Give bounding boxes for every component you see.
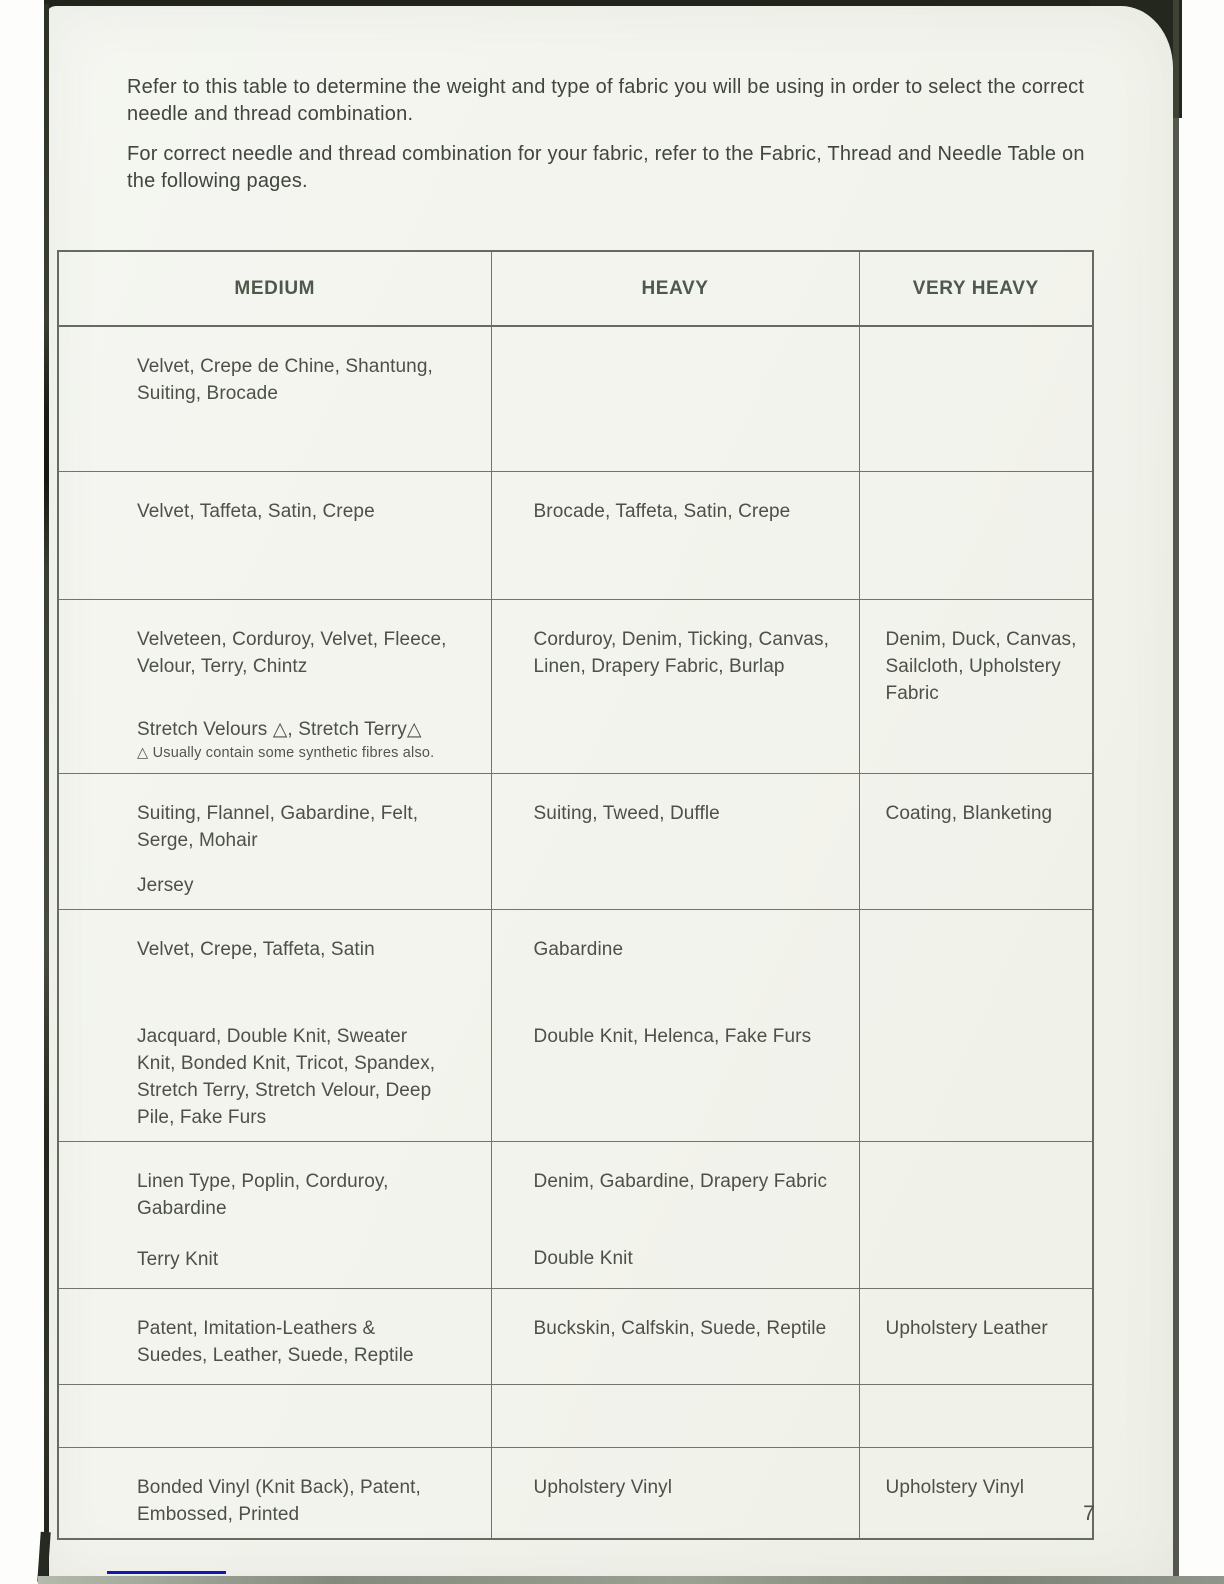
fabric-list: Jacquard, Double Knit, Sweater Knit, Bon… [137, 1025, 436, 1128]
fabric-list: Velvet, Taffeta, Satin, Crepe [137, 500, 375, 522]
page-paper: Refer to this table to determine the wei… [46, 6, 1173, 1578]
table-row: Patent, Imitation-Leathers & Suedes, Lea… [57, 1287, 1094, 1385]
fabric-list: Terry Knit [137, 1248, 219, 1270]
cell-very-heavy [858, 1383, 1094, 1448]
cell-very-heavy [858, 1140, 1094, 1289]
fabric-list: Linen Type, Poplin, Corduroy, Gabardine [137, 1170, 389, 1219]
table-row: Suiting, Flannel, Gabardine, Felt, Serge… [57, 772, 1094, 910]
fabric-list: Buckskin, Calfskin, Suede, Reptile [533, 1317, 827, 1339]
cell-heavy: Gabardine Double Knit, Helenca, Fake Fur… [490, 908, 860, 1142]
fabric-list: Double Knit, Helenca, Fake Furs [533, 1025, 812, 1047]
cell-medium: Patent, Imitation-Leathers & Suedes, Lea… [57, 1287, 492, 1385]
fabric-list: Upholstery Vinyl [885, 1476, 1025, 1498]
blue-underline-mark [107, 1571, 226, 1574]
cell-very-heavy: Coating, Blanketing [858, 772, 1094, 910]
scan-edge-left [44, 4, 49, 1580]
page-number: 7 [1083, 1502, 1095, 1525]
intro-paragraph-2: For correct needle and thread combinatio… [127, 143, 1085, 192]
fabric-list: Upholstery Vinyl [533, 1476, 673, 1498]
cell-very-heavy: Upholstery Leather [858, 1287, 1094, 1385]
cell-very-heavy [858, 470, 1094, 600]
cell-medium: Velvet, Crepe, Taffeta, Satin Jacquard, … [57, 908, 492, 1142]
fabric-list: Corduroy, Denim, Ticking, Canvas, Linen,… [533, 628, 829, 677]
fabric-list: Patent, Imitation-Leathers & Suedes, Lea… [137, 1317, 414, 1366]
column-header-medium: MEDIUM [57, 250, 492, 327]
fabric-weight-table: MEDIUM HEAVY VERY HEAVY Velvet, Crepe de… [57, 250, 1094, 1540]
cell-heavy: Brocade, Taffeta, Satin, Crepe [490, 470, 860, 600]
table-row: Velvet, Crepe, Taffeta, Satin Jacquard, … [57, 908, 1094, 1142]
fabric-list: Velvet, Crepe, Taffeta, Satin [137, 938, 375, 960]
cell-very-heavy: Denim, Duck, Canvas, Sailcloth, Upholste… [858, 598, 1094, 774]
intro-paragraph-1: Refer to this table to determine the wei… [127, 76, 1085, 125]
fabric-list: Denim, Gabardine, Drapery Fabric [533, 1170, 828, 1192]
cell-very-heavy [858, 325, 1094, 472]
cell-medium: Bonded Vinyl (Knit Back), Patent, Emboss… [57, 1446, 492, 1539]
cell-heavy: Upholstery Vinyl [490, 1446, 860, 1539]
cell-heavy: Denim, Gabardine, Drapery Fabric Double … [490, 1140, 860, 1289]
scan-edge-top [44, 0, 1181, 9]
cell-medium: Linen Type, Poplin, Corduroy, Gabardine … [57, 1140, 492, 1289]
table-header-row: MEDIUM HEAVY VERY HEAVY [57, 250, 1094, 327]
intro-text: Refer to this table to determine the wei… [127, 74, 1089, 208]
column-header-very-heavy: VERY HEAVY [858, 250, 1094, 327]
fabric-list: Velvet, Crepe de Chine, Shantung, Suitin… [137, 356, 433, 404]
cell-medium [57, 1383, 492, 1448]
fabric-list: Bonded Vinyl (Knit Back), Patent, Emboss… [137, 1476, 421, 1525]
fabric-list: Brocade, Taffeta, Satin, Crepe [533, 500, 791, 522]
scan-edge-bottom [38, 1576, 1224, 1584]
cell-heavy: Corduroy, Denim, Ticking, Canvas, Linen,… [490, 598, 860, 774]
cell-heavy: Buckskin, Calfskin, Suede, Reptile [490, 1287, 860, 1385]
cell-very-heavy [858, 908, 1094, 1142]
table-row: Velvet, Crepe de Chine, Shantung, Suitin… [57, 325, 1094, 472]
fabric-list: Stretch Velours △, Stretch Terry△ [137, 718, 422, 740]
column-header-heavy: HEAVY [490, 250, 860, 327]
cell-medium: Suiting, Flannel, Gabardine, Felt, Serge… [57, 772, 492, 910]
cell-heavy [490, 325, 860, 472]
table-row [57, 1383, 1094, 1448]
fabric-list: Denim, Duck, Canvas, Sailcloth, Upholste… [885, 628, 1077, 704]
scan-edge-right [1173, 0, 1179, 1584]
fabric-list: Suiting, Flannel, Gabardine, Felt, Serge… [137, 802, 419, 851]
table-row: Linen Type, Poplin, Corduroy, Gabardine … [57, 1140, 1094, 1289]
fabric-list: Coating, Blanketing [885, 802, 1053, 824]
footnote: △ Usually contain some synthetic fibres … [137, 744, 435, 761]
table-row: Velvet, Taffeta, Satin, Crepe Brocade, T… [57, 470, 1094, 600]
fabric-list: Velveteen, Corduroy, Velvet, Fleece, Vel… [137, 628, 447, 677]
fabric-list: Jersey [137, 874, 194, 896]
table-row: Bonded Vinyl (Knit Back), Patent, Emboss… [57, 1446, 1094, 1539]
cell-medium: Velvet, Crepe de Chine, Shantung, Suitin… [57, 325, 492, 472]
fabric-list: Double Knit [533, 1247, 633, 1269]
fabric-list: Upholstery Leather [885, 1317, 1048, 1339]
cell-very-heavy: Upholstery Vinyl [858, 1446, 1094, 1539]
cell-medium: Velveteen, Corduroy, Velvet, Fleece, Vel… [57, 598, 492, 774]
fabric-list: Gabardine [533, 938, 624, 960]
cell-heavy: Suiting, Tweed, Duffle [490, 772, 860, 910]
cell-medium: Velvet, Taffeta, Satin, Crepe [57, 470, 492, 600]
fabric-list: Suiting, Tweed, Duffle [533, 802, 720, 824]
table-row: Velveteen, Corduroy, Velvet, Fleece, Vel… [57, 598, 1094, 774]
cell-heavy [490, 1383, 860, 1448]
